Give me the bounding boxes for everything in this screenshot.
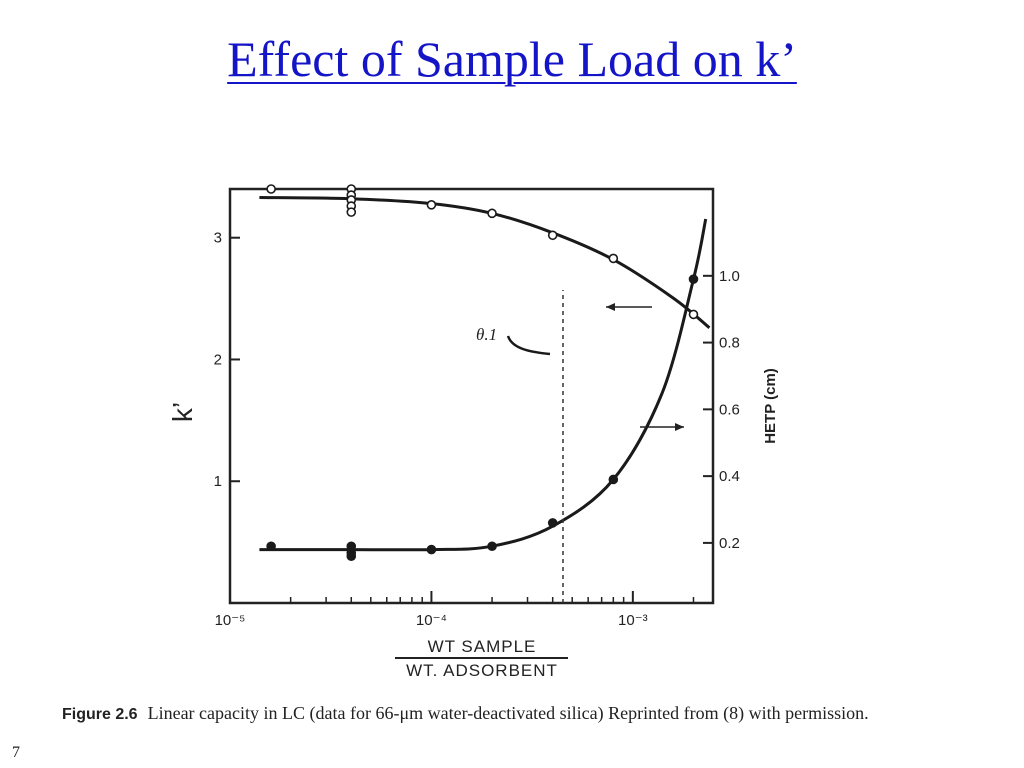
y2-tick-label: 1.0	[719, 268, 740, 285]
x-axis-title-numerator: WT SAMPLE	[428, 637, 537, 656]
arrow-to-left-axis-head	[606, 303, 615, 311]
k-prime-data-point	[426, 200, 437, 210]
theta-annotation-label: θ.1	[476, 325, 497, 344]
hetp-fit-curve	[259, 218, 708, 552]
k-prime-data-point	[346, 207, 357, 217]
k-prime-data-point	[608, 253, 619, 264]
theta-pointer-curve	[506, 335, 551, 356]
y2-tick-label: 0.6	[719, 401, 740, 418]
figure-caption: Figure 2.6 Linear capacity in LC (data fo…	[62, 700, 962, 728]
y2-tick-label: 0.4	[719, 468, 740, 485]
hetp-data-point	[487, 541, 497, 552]
x-tick-label: 10⁻³	[618, 612, 648, 629]
k-prime-data-point	[688, 309, 699, 320]
figure-caption-label: Figure 2.6	[62, 706, 138, 723]
slide-title: Effect of Sample Load on k’	[227, 31, 797, 87]
y-tick-label: 1	[214, 473, 222, 490]
y-tick-label: 2	[214, 351, 222, 368]
hetp-data-point	[688, 274, 699, 284]
y2-axis-title: HETP (cm)	[762, 368, 779, 444]
y2-tick-label: 0.8	[719, 335, 740, 352]
hetp-data-point	[346, 551, 357, 562]
y-axis-title: k’	[167, 402, 198, 422]
plot-frame	[228, 187, 715, 605]
hetp-data-point	[426, 544, 437, 555]
x-tick-label: 10⁻⁴	[416, 612, 447, 629]
hetp-data-point	[547, 518, 558, 528]
k-prime-fit-curve	[259, 196, 711, 329]
k-prime-data-point	[266, 184, 276, 194]
figure-caption-text: Linear capacity in LC (data for 66-μm wa…	[147, 703, 869, 723]
k-prime-data-point	[487, 208, 497, 219]
slide-number: 7	[12, 744, 20, 761]
x-tick-label: 10⁻⁵	[215, 612, 246, 629]
hetp-data-point	[266, 541, 276, 552]
y-tick-label: 3	[214, 230, 222, 247]
x-axis-title-denominator: WT. ADSORBENT	[406, 661, 558, 680]
arrow-to-right-axis-head	[675, 423, 684, 431]
y2-tick-label: 0.2	[719, 535, 740, 552]
hetp-data-point	[608, 474, 619, 485]
k-prime-data-point	[547, 230, 558, 241]
